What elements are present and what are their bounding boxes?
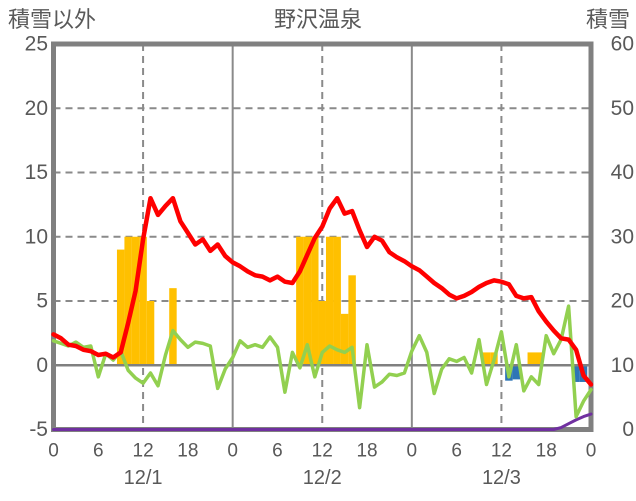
orange-bars-bar [131,236,140,366]
hour-tick: 18 [356,441,377,462]
left-axis-tick: 0 [36,354,48,377]
left-axis-tick: -5 [29,418,48,441]
hour-tick: 6 [272,441,283,462]
right-axis-tick: 20 [611,290,634,313]
right-axis-tick: 0 [622,418,634,441]
hour-tick: 12 [312,441,333,462]
orange-bars-bar [139,236,147,366]
date-label: 12/3 [482,467,521,489]
hour-tick: 0 [48,441,59,462]
purple-line [52,412,593,431]
hour-tick: 0 [407,441,418,462]
hour-tick: 18 [177,441,198,462]
left-axis-tick: 5 [36,290,48,313]
right-axis-tick: 30 [611,225,634,248]
left-axis-tick: 25 [25,33,48,56]
hour-tick: 0 [227,441,238,462]
right-axis-tick: 50 [611,97,634,120]
orange-bars-bar [325,236,334,366]
hour-tick: 0 [586,441,597,462]
orange-bars-bar [146,301,155,366]
orange-bars-bar [124,236,132,366]
right-axis-title: 積雪 [585,7,630,32]
date-label: 12/2 [303,467,342,489]
blue-bars-bar [512,365,521,380]
hour-tick: 6 [451,441,462,462]
chart-title: 野沢温泉 [273,7,362,32]
bar-series [116,236,588,382]
orange-bars-bar [303,236,312,366]
date-label: 12/1 [124,467,163,489]
hour-tick: 12 [491,441,512,462]
orange-bars-bar [116,249,125,366]
left-axis-tick: 10 [25,225,48,248]
hour-tick: 6 [93,441,104,462]
orange-bars-bar [311,236,319,366]
left-axis-title: 積雪以外 [8,7,97,32]
orange-bars-bar [482,352,491,366]
orange-bars-bar [169,288,177,366]
orange-bars-bar [535,352,543,366]
hour-tick: 18 [536,441,557,462]
blue-bars-bar [572,365,580,382]
right-axis-tick: 10 [611,354,634,377]
red-line [51,195,594,387]
orange-bars-bar [318,301,326,366]
left-axis-tick: 20 [25,97,48,120]
orange-bars-bar [333,236,341,366]
green-line [51,304,593,419]
left-axis-tick: 15 [25,161,48,184]
right-axis-tick: 40 [611,161,634,184]
orange-bars-bar [348,275,356,366]
orange-bars-bar [296,236,304,366]
hour-tick: 12 [133,441,154,462]
orange-bars-bar [527,352,536,366]
orange-bars-bar [340,313,349,366]
right-axis-tick: 60 [611,33,634,56]
